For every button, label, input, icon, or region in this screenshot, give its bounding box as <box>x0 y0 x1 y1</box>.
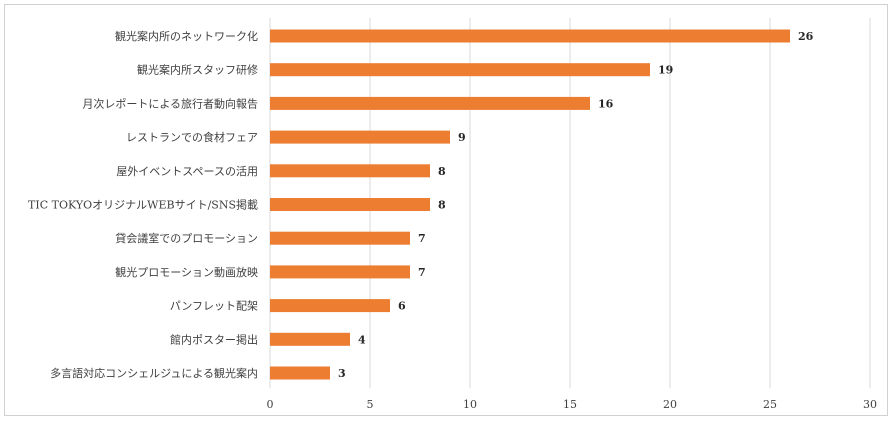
bar <box>270 299 390 313</box>
category-label: 屋外イベントスペースの活用 <box>116 165 258 178</box>
x-tick-label: 5 <box>367 398 374 411</box>
bar <box>270 63 650 77</box>
category-label: レストランでの食材フェア <box>126 130 258 144</box>
category-label: 観光プロモーション動画放映 <box>115 265 258 279</box>
data-label: 26 <box>798 30 814 43</box>
data-label: 7 <box>418 232 426 245</box>
category-label: 館内ポスター掲出 <box>170 332 258 346</box>
data-label: 9 <box>458 131 466 144</box>
x-tick-label: 25 <box>763 398 777 411</box>
bar <box>270 366 330 380</box>
bar <box>270 130 450 144</box>
bar <box>270 164 430 178</box>
category-label: 観光案内所スタッフ研修 <box>137 63 258 77</box>
bar <box>270 96 590 110</box>
bar <box>270 265 410 279</box>
bar <box>270 231 410 245</box>
data-label: 16 <box>598 97 614 110</box>
x-tick-label: 10 <box>463 398 477 411</box>
data-label: 8 <box>438 165 446 178</box>
category-label: パンフレット配架 <box>170 300 258 313</box>
x-tick-label: 30 <box>863 398 877 411</box>
x-tick-label: 20 <box>663 398 677 411</box>
category-label: 多言語対応コンシェルジュによる観光案内 <box>50 366 258 380</box>
category-label: 月次レポートによる旅行者動向報告 <box>82 96 258 110</box>
data-label: 7 <box>418 266 426 279</box>
bar <box>270 198 430 211</box>
category-label: TIC TOKYOオリジナルWEBサイト/SNS掲載 <box>28 198 258 212</box>
data-label: 19 <box>658 64 673 77</box>
x-tick-label: 0 <box>267 398 274 411</box>
bar <box>270 332 350 346</box>
data-label: 3 <box>338 367 346 380</box>
x-tick-label: 15 <box>563 398 577 411</box>
data-label: 6 <box>398 300 406 313</box>
data-label: 8 <box>438 199 446 212</box>
bar <box>270 29 790 43</box>
category-label: 観光案内所のネットワーク化 <box>115 29 258 43</box>
data-label: 4 <box>358 333 366 346</box>
category-label: 貸会議室でのプロモーション <box>115 231 258 245</box>
